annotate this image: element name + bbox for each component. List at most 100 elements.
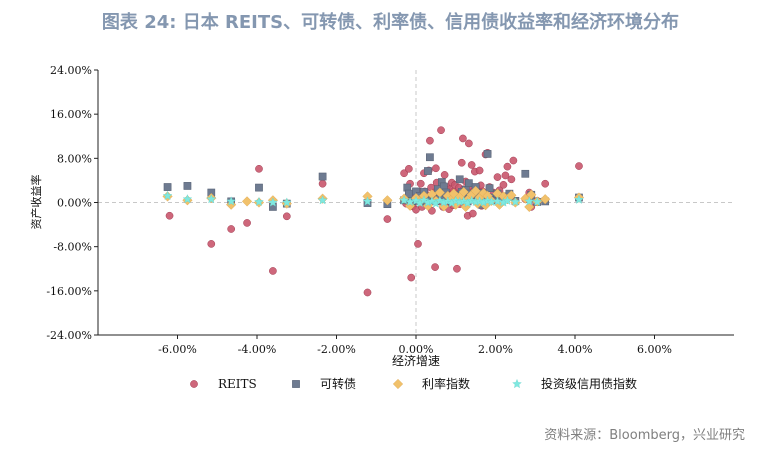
data-point <box>448 188 459 199</box>
series-rate-index <box>162 185 585 212</box>
data-point <box>501 171 510 180</box>
data-point <box>483 150 492 158</box>
legend-label: 投资级信用债指数 <box>541 376 637 391</box>
data-point <box>254 196 264 206</box>
data-point <box>318 172 327 181</box>
data-point <box>455 175 464 184</box>
data-point <box>468 209 477 218</box>
y-tick-label: 8.00% <box>57 152 92 165</box>
data-point <box>241 196 253 207</box>
scatter-chart: -24.00% -16.00% -8.00% 0.00% 8.00% 16.00% 24.0… <box>29 64 734 391</box>
data-point <box>503 162 512 171</box>
data-point <box>574 194 584 204</box>
series-convertible-bond <box>163 150 583 211</box>
data-point <box>282 197 292 207</box>
data-point <box>400 169 408 178</box>
data-point <box>399 195 409 205</box>
data-point <box>499 180 508 189</box>
data-point <box>453 264 461 273</box>
x-tick-label: -6.00% <box>158 343 197 356</box>
data-point <box>382 195 393 206</box>
y-tick-label: -16.00% <box>46 285 92 298</box>
legend: REITS 可转债 利率指数 投资级信用债指数 <box>190 376 637 391</box>
data-point <box>226 196 236 206</box>
data-point <box>470 185 481 196</box>
data-point <box>426 136 434 145</box>
y-axis-label: 资产收益率 <box>29 175 43 230</box>
legend-marker <box>190 380 198 388</box>
data-point <box>163 183 172 191</box>
data-point <box>492 196 503 206</box>
data-point <box>431 263 439 271</box>
data-point <box>269 267 277 275</box>
data-point <box>318 179 327 188</box>
data-point <box>437 126 445 135</box>
data-point <box>162 190 173 200</box>
data-point <box>317 195 328 205</box>
x-tick-label: -4.00% <box>238 343 277 356</box>
data-point <box>226 199 237 210</box>
data-point <box>407 273 416 282</box>
data-point <box>510 196 521 206</box>
axis-layer: -24.00% -16.00% -8.00% 0.00% 8.00% 16.00% 24.0… <box>46 64 734 356</box>
data-point <box>457 158 466 167</box>
data-point <box>383 215 392 223</box>
data-point <box>243 219 251 227</box>
page-title: 图表 24: 日本 REITS、可转债、利率债、信用债收益率和经济环境分布 <box>101 12 680 33</box>
legend-item-convertible-bond: 可转债 <box>292 376 356 391</box>
x-tick-label: 4.00% <box>558 343 593 356</box>
y-tick-label: -8.00% <box>53 241 92 254</box>
data-point <box>282 212 291 221</box>
data-point <box>424 167 432 175</box>
data-point <box>509 156 518 165</box>
data-point <box>422 200 434 211</box>
data-point <box>493 173 502 181</box>
data-point <box>255 183 263 192</box>
x-tick-label: 0.00% <box>399 343 434 356</box>
data-point <box>465 139 473 148</box>
data-point <box>524 196 535 206</box>
legend-marker <box>392 378 404 390</box>
legend-item-rate-index: 利率指数 <box>392 376 470 391</box>
points-layer <box>162 126 585 297</box>
legend-label: 可转债 <box>320 376 356 391</box>
data-point <box>362 196 373 206</box>
data-point <box>465 179 473 188</box>
data-point <box>363 288 372 297</box>
data-point <box>540 194 551 205</box>
y-tick-label: -24.00% <box>46 329 92 342</box>
data-point <box>206 194 217 204</box>
legend-label: 利率指数 <box>422 376 470 391</box>
data-point <box>426 153 434 162</box>
x-axis-label: 经济增速 <box>392 353 440 368</box>
y-tick-label: 0.00% <box>57 197 92 210</box>
data-point <box>467 161 476 169</box>
data-point <box>526 189 537 200</box>
legend-marker <box>512 379 522 389</box>
data-point <box>255 164 263 173</box>
data-point <box>575 162 583 170</box>
data-point <box>432 164 440 173</box>
legend-marker <box>292 380 300 388</box>
series-credit-index <box>162 190 584 208</box>
data-point <box>428 206 436 215</box>
data-point <box>475 166 484 175</box>
data-point <box>506 190 517 201</box>
data-point <box>183 182 192 190</box>
x-tick-label: -2.00% <box>317 343 356 356</box>
x-tick-label: 2.00% <box>478 343 513 356</box>
data-point <box>502 195 513 205</box>
legend-item-reits: REITS <box>190 377 257 391</box>
data-point <box>459 134 467 143</box>
legend-label: REITS <box>218 377 257 391</box>
data-point <box>507 175 516 184</box>
data-point <box>207 240 216 248</box>
data-point <box>414 240 422 248</box>
y-tick-label: 24.00% <box>50 64 92 77</box>
legend-item-credit-index: 投资级信用债指数 <box>512 376 637 391</box>
data-point <box>227 225 236 233</box>
x-tick-label: 6.00% <box>637 343 672 356</box>
data-point <box>404 164 413 173</box>
data-point <box>440 171 449 179</box>
data-point <box>541 179 550 188</box>
